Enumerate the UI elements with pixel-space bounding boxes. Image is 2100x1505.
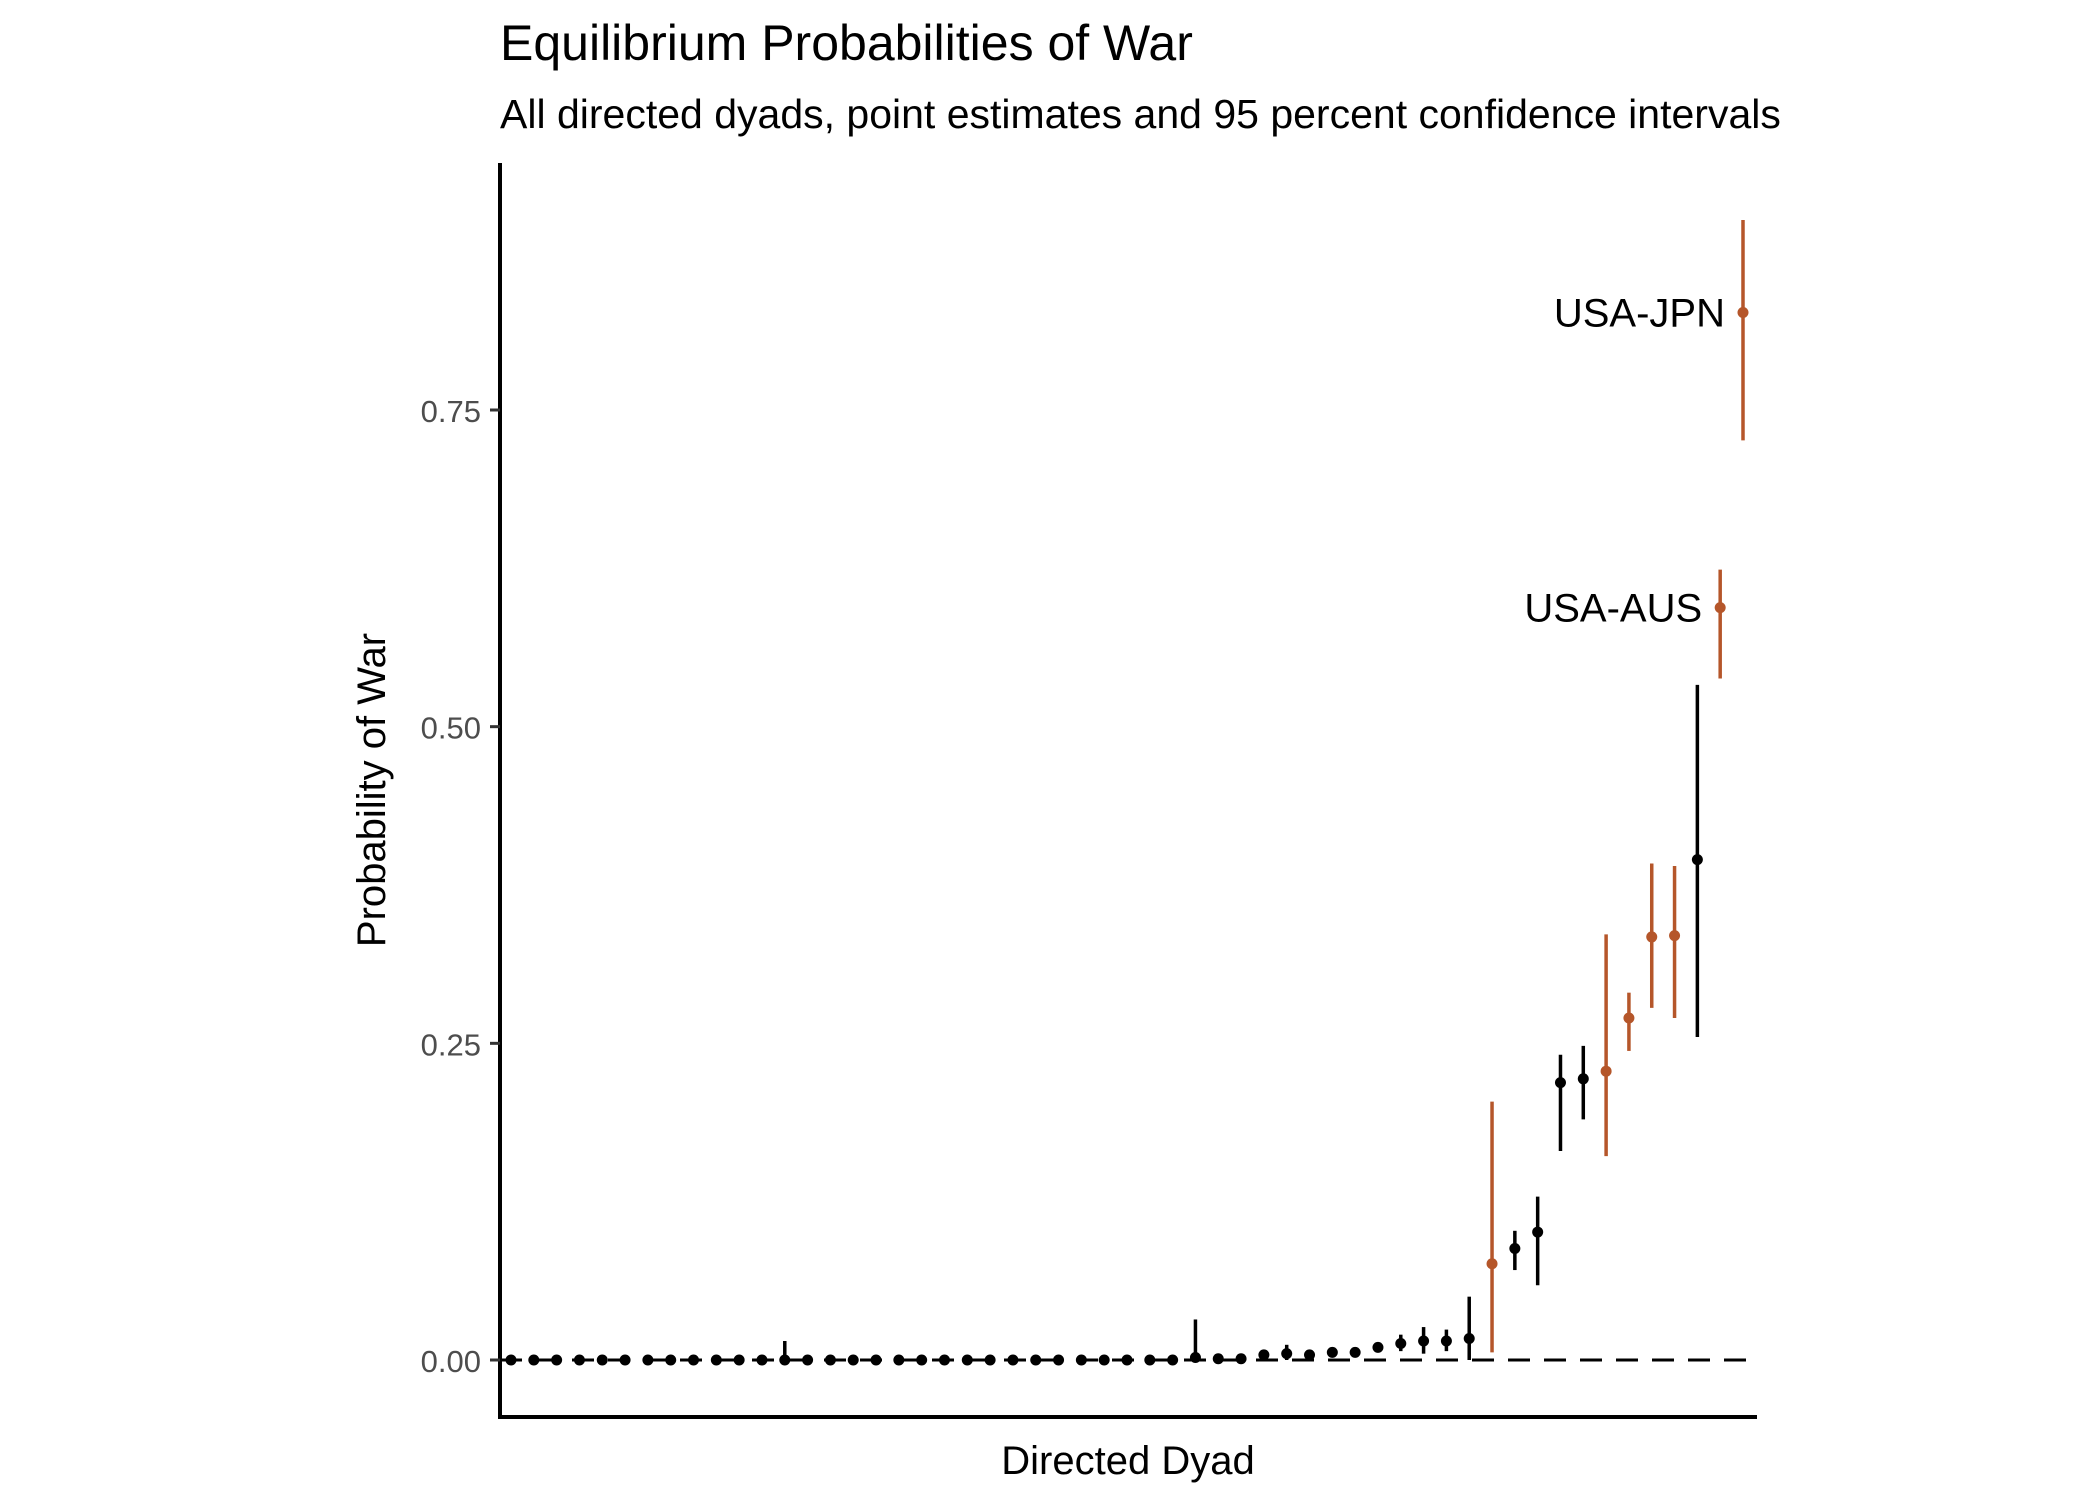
point-estimate-marker — [642, 1354, 654, 1366]
point-estimate-marker — [573, 1354, 585, 1366]
point-estimate-marker — [1258, 1349, 1270, 1361]
point-estimate-marker — [505, 1354, 517, 1366]
point-estimate-marker — [1121, 1354, 1133, 1366]
point-estimate-marker — [1189, 1351, 1201, 1363]
chart-subtitle: All directed dyads, point estimates and … — [500, 91, 1781, 137]
point-estimate-marker — [1509, 1243, 1521, 1255]
y-tick-label: 0.25 — [421, 1027, 481, 1062]
point-estimate-marker — [1669, 930, 1681, 942]
data-marks-layer — [505, 220, 1749, 1366]
point-estimate-marker — [938, 1354, 950, 1366]
point-estimate-marker — [1440, 1335, 1452, 1347]
point-estimate-marker — [847, 1354, 859, 1366]
point-estimate-marker — [1532, 1226, 1544, 1238]
point-estimate-marker — [756, 1354, 768, 1366]
point-estimate-marker — [961, 1354, 973, 1366]
point-estimate-marker — [1326, 1346, 1338, 1358]
point-estimate-marker — [893, 1354, 905, 1366]
point-estimate-marker — [733, 1354, 745, 1366]
point-estimate-marker — [596, 1354, 608, 1366]
point-estimate-marker — [916, 1354, 928, 1366]
point-estimate-marker — [1600, 1065, 1612, 1077]
point-estimate-marker — [619, 1354, 631, 1366]
x-axis-label: Directed Dyad — [1001, 1439, 1254, 1483]
point-estimate-marker — [1235, 1353, 1247, 1365]
point-estimate-marker — [779, 1354, 791, 1366]
dyad-annotation-label: USA-JPN — [1554, 291, 1725, 335]
point-estimate-marker — [1030, 1354, 1042, 1366]
y-tick-label: 0.50 — [421, 711, 481, 746]
point-estimate-marker — [1554, 1077, 1566, 1089]
dyad-annotation-label: USA-AUS — [1524, 587, 1702, 631]
point-estimate-marker — [1463, 1332, 1475, 1344]
point-estimate-marker — [870, 1354, 882, 1366]
point-estimate-marker — [1098, 1354, 1110, 1366]
point-estimate-marker — [1623, 1012, 1635, 1024]
point-estimate-marker — [1281, 1348, 1293, 1360]
point-estimate-marker — [710, 1354, 722, 1366]
point-estimate-marker — [1646, 931, 1658, 943]
point-estimate-marker — [1577, 1073, 1589, 1085]
point-estimate-marker — [1486, 1258, 1498, 1270]
point-estimate-marker — [1349, 1346, 1361, 1358]
point-estimate-marker — [1395, 1338, 1407, 1350]
point-estimate-marker — [1167, 1354, 1179, 1366]
point-estimate-marker — [1212, 1353, 1224, 1365]
point-estimate-marker — [1418, 1335, 1430, 1347]
point-estimate-marker — [1691, 854, 1703, 866]
point-estimate-marker — [1075, 1354, 1087, 1366]
point-estimate-marker — [528, 1354, 540, 1366]
annotation-layer: USA-AUS USA-JPN — [1524, 291, 1725, 630]
point-estimate-marker — [1053, 1354, 1065, 1366]
y-tick-label: 0.00 — [421, 1344, 481, 1379]
point-estimate-marker — [1737, 306, 1749, 318]
point-estimate-marker — [1714, 602, 1726, 614]
point-estimate-marker — [1304, 1349, 1316, 1361]
point-estimate-marker — [551, 1354, 563, 1366]
point-estimate-marker — [1372, 1341, 1384, 1353]
point-estimate-marker — [1007, 1354, 1019, 1366]
y-axis-label: Probability of War — [350, 633, 394, 947]
point-estimate-marker — [665, 1354, 677, 1366]
point-estimate-marker — [984, 1354, 996, 1366]
point-estimate-marker — [802, 1354, 814, 1366]
chart-title: Equilibrium Probabilities of War — [500, 15, 1193, 71]
point-estimate-marker — [824, 1354, 836, 1366]
point-estimate-marker — [688, 1354, 700, 1366]
y-tick-label: 0.75 — [421, 394, 481, 429]
point-estimate-marker — [1144, 1354, 1156, 1366]
y-axis-ticks: 0.00 0.25 0.50 0.75 — [421, 394, 500, 1379]
